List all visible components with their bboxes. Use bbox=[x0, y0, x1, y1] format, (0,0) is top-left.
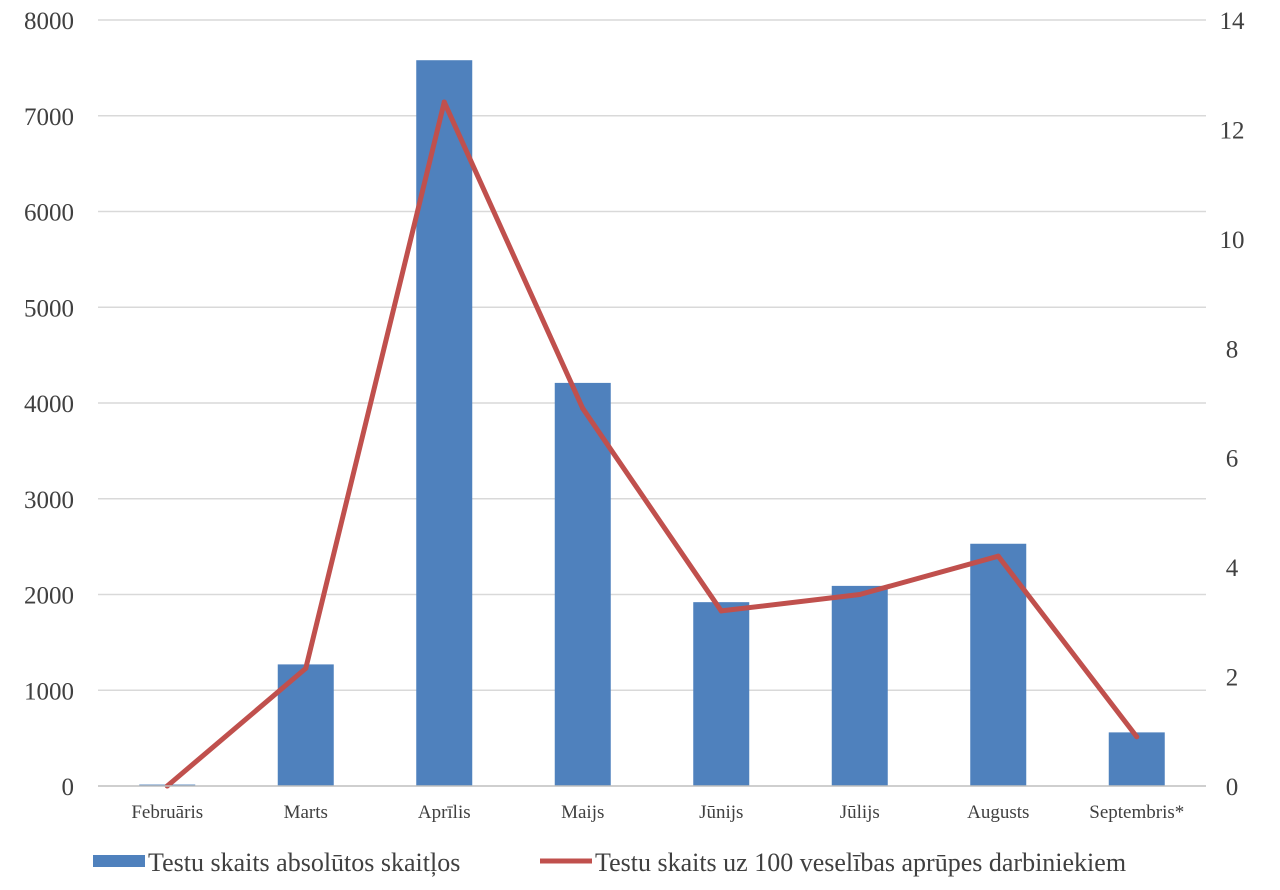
bar bbox=[416, 60, 473, 786]
x-tick-label: Jūlijs bbox=[840, 802, 880, 823]
y-left-tick-label: 8000 bbox=[24, 8, 74, 35]
legend: Testu skaits absolūtos skaitļos Testu sk… bbox=[93, 848, 1126, 877]
bar bbox=[554, 382, 611, 786]
bar bbox=[1108, 732, 1165, 786]
line-point bbox=[580, 405, 586, 411]
y-right-tick-label: 0 bbox=[1226, 774, 1239, 801]
y-left-tick-label: 3000 bbox=[24, 487, 74, 514]
line-point bbox=[995, 553, 1001, 559]
x-tick-label: Marts bbox=[284, 802, 328, 823]
y-right-tick-label: 4 bbox=[1226, 555, 1239, 582]
line-point bbox=[857, 592, 863, 597]
bar bbox=[831, 585, 888, 786]
y-right-tick-label: 10 bbox=[1220, 227, 1245, 254]
x-tick-label: Augusts bbox=[967, 802, 1029, 823]
y-right-tick-label: 12 bbox=[1220, 117, 1245, 144]
x-tick-label: Jūnijs bbox=[699, 802, 743, 823]
series-line bbox=[164, 99, 1140, 789]
legend-line-label: Testu skaits uz 100 veselības aprūpes da… bbox=[595, 848, 1126, 877]
y-left-tick-label: 2000 bbox=[24, 583, 74, 610]
bar bbox=[693, 602, 750, 786]
axes: 0 1000 2000 3000 4000 5000 6000 7000 8000 0 2 4 6 8 10… bbox=[24, 8, 1245, 823]
bar-series bbox=[139, 60, 1165, 786]
legend-bar-swatch bbox=[93, 855, 145, 867]
y-left-tick-label: 1000 bbox=[24, 678, 74, 705]
legend-bar-label: Testu skaits absolūtos skaitļos bbox=[148, 848, 460, 877]
y-right-tick-label: 14 bbox=[1220, 8, 1246, 35]
y-right-tick-label: 6 bbox=[1226, 446, 1239, 473]
y-left-tick-label: 6000 bbox=[24, 200, 74, 227]
line-point bbox=[441, 99, 447, 105]
y-left-tick-label: 0 bbox=[62, 774, 75, 801]
y-left-tick-label: 7000 bbox=[24, 104, 74, 131]
y-right-tick-label: 2 bbox=[1226, 665, 1239, 692]
x-tick-label: Maijs bbox=[561, 802, 604, 823]
y-right-tick-label: 8 bbox=[1226, 336, 1239, 363]
line-point bbox=[303, 665, 309, 671]
x-tick-label: Septembris* bbox=[1089, 802, 1184, 823]
x-tick-label: Aprīlis bbox=[418, 802, 471, 823]
gridlines bbox=[98, 19, 1206, 691]
x-tick-label: Februāris bbox=[131, 802, 203, 823]
line-point bbox=[1134, 734, 1140, 740]
y-left-tick-label: 5000 bbox=[24, 295, 74, 322]
line-point bbox=[718, 608, 724, 614]
y-left-tick-label: 4000 bbox=[24, 391, 74, 418]
